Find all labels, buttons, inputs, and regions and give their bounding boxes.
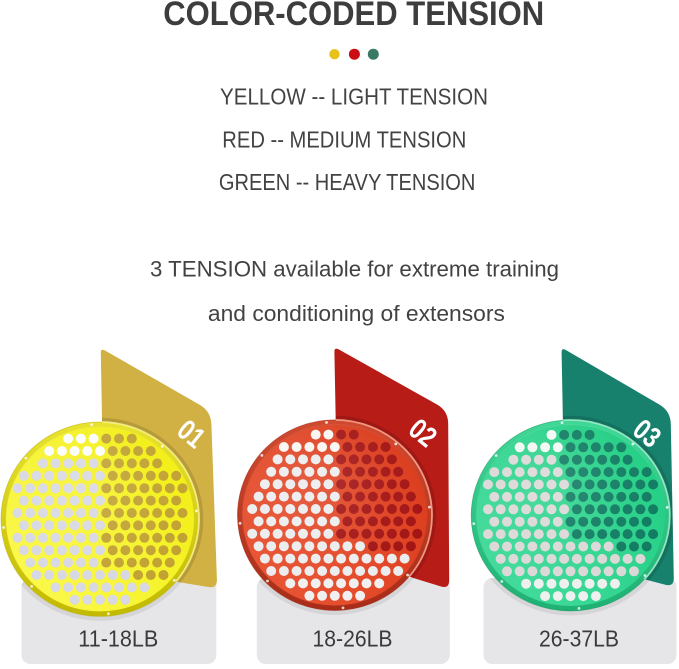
- svg-text:and conditioning of extensors: and conditioning of extensors: [208, 301, 505, 326]
- svg-text:GREEN -- HEAVY TENSION: GREEN -- HEAVY TENSION: [219, 169, 476, 195]
- svg-text:3 TENSION available for extrem: 3 TENSION available for extreme training: [150, 257, 559, 282]
- svg-text:18-26LB: 18-26LB: [313, 626, 393, 652]
- svg-text:RED -- MEDIUM TENSION: RED -- MEDIUM TENSION: [222, 127, 466, 153]
- svg-text:26-37LB: 26-37LB: [539, 626, 619, 652]
- svg-text:YELLOW -- LIGHT TENSION: YELLOW -- LIGHT TENSION: [220, 83, 488, 109]
- svg-text:11-18LB: 11-18LB: [78, 626, 158, 652]
- svg-text:COLOR-CODED TENSION: COLOR-CODED TENSION: [163, 0, 544, 33]
